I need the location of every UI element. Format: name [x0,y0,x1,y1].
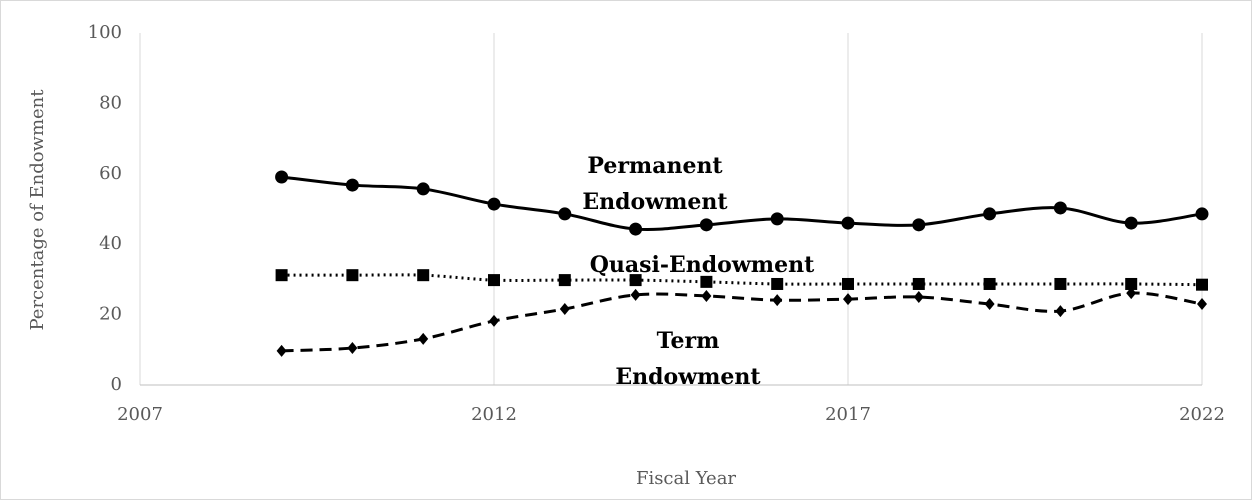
series-line [281,175,1203,231]
point [1126,287,1137,300]
point [1053,201,1067,215]
point [1195,207,1209,221]
point [275,269,288,282]
series-annotation: Permanent [587,153,723,179]
point [559,302,570,315]
point [1124,216,1138,230]
x-axis-title: Fiscal Year [636,468,736,489]
y-tick-label: 40 [99,233,122,254]
point [1055,305,1066,318]
point [629,222,643,236]
point [843,293,853,306]
point [913,291,924,303]
x-tick-label: 2017 [825,404,871,425]
y-tick-label: 80 [99,92,122,113]
point [772,294,783,307]
y-tick-label: 20 [99,304,122,325]
point [983,277,996,290]
point [912,277,925,290]
y-tick-label: 60 [99,163,122,184]
point [629,274,642,287]
series-annotation: Quasi-Endowment [590,252,815,278]
point [416,182,430,196]
y-tick-label: 100 [88,22,122,43]
point [1196,278,1208,291]
point [630,288,641,301]
point [983,207,997,221]
series-annotation: Endowment [582,189,728,215]
point [558,274,571,287]
y-tick-label: 0 [111,374,122,395]
point [842,277,854,290]
x-tick-label: 2012 [471,404,517,425]
point [558,207,572,221]
y-axis-title: Percentage of Endowment [27,89,48,331]
point [346,269,359,282]
point [700,275,713,288]
point [417,269,430,282]
point [771,277,784,290]
x-tick-label: 2022 [1179,404,1225,425]
series-annotation: Term [657,328,720,354]
point [487,197,501,211]
point [489,314,499,327]
x-tick-label: 2007 [117,404,163,425]
point [275,170,289,184]
point [912,218,926,232]
series-annotation: Endowment [615,364,761,390]
point [1125,277,1138,290]
point [1197,298,1207,311]
series-line [281,291,1203,353]
point [841,216,855,230]
point [699,218,713,232]
point [770,212,784,226]
point [701,289,712,302]
point [1054,277,1067,290]
point [276,344,287,357]
point [345,178,359,192]
point [984,298,995,311]
point [347,342,358,355]
point [418,332,429,345]
point [488,274,500,287]
